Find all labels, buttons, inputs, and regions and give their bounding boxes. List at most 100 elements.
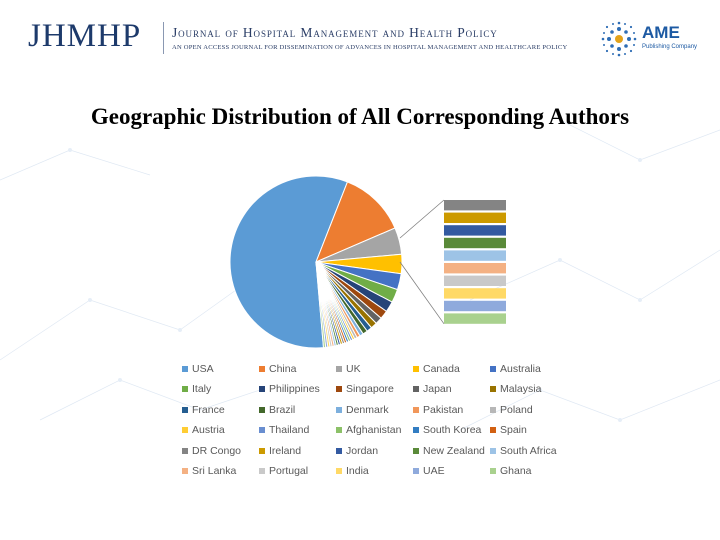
- bar-of-pie-segment: [444, 200, 506, 211]
- legend-swatch: [490, 366, 496, 372]
- bar-of-pie-connectors: [399, 199, 445, 325]
- legend-label: Ghana: [500, 465, 532, 477]
- legend-item: Ireland: [259, 444, 301, 458]
- legend-item: USA: [182, 362, 214, 376]
- legend-swatch: [259, 366, 265, 372]
- legend-swatch: [413, 386, 419, 393]
- legend-swatch: [336, 447, 342, 454]
- chart-legend: USA China UK Canada Australia Italy Philippine…: [182, 362, 582, 482]
- legend-item: Canada: [413, 362, 460, 376]
- legend-swatch: [182, 468, 188, 474]
- legend-label: UK: [346, 363, 361, 375]
- legend-label: South Korea: [423, 424, 482, 437]
- pie-slice-usa: [229, 175, 349, 349]
- legend-item: Portugal: [259, 464, 308, 478]
- legend-item: Spain: [490, 423, 527, 437]
- connector-line: [399, 261, 445, 325]
- legend-swatch: [490, 468, 496, 474]
- legend-label: South Africa: [500, 444, 557, 457]
- legend-item: Australia: [490, 362, 541, 376]
- legend-item: Italy: [182, 382, 211, 396]
- bar-of-pie-segment: [444, 212, 506, 223]
- legend-label: Afghanistan: [346, 424, 402, 437]
- legend-label: USA: [192, 363, 214, 375]
- legend-label: Austria: [192, 424, 225, 437]
- chart-title: Geographic Distribution of All Correspon…: [90, 104, 630, 129]
- legend-swatch: [413, 468, 419, 474]
- legend-swatch: [259, 406, 265, 413]
- legend-item: UAE: [413, 464, 445, 478]
- legend-label: Portugal: [269, 465, 309, 477]
- legend-label: Poland: [500, 403, 533, 416]
- legend-swatch: [259, 386, 265, 393]
- legend-label: UAE: [423, 465, 445, 477]
- pie-slices: [229, 175, 403, 349]
- legend-swatch: [259, 447, 265, 454]
- legend-item: South Korea: [413, 423, 481, 437]
- legend-label: France: [192, 403, 225, 416]
- ame-globe-icon: [601, 21, 637, 57]
- bar-of-pie-segment: [444, 288, 506, 299]
- legend-label: Spain: [500, 424, 527, 437]
- legend-label: New Zealand: [423, 444, 485, 457]
- legend-swatch: [413, 406, 419, 413]
- legend-item: Sri Lanka: [182, 464, 236, 478]
- legend-swatch: [413, 366, 419, 372]
- legend-item: Singapore: [336, 382, 394, 396]
- legend-label: Ireland: [269, 444, 302, 457]
- legend-label: Jordan: [346, 444, 379, 457]
- pie-slice-ghana: [315, 261, 327, 349]
- legend-item: UK: [336, 362, 361, 376]
- connector-line: [399, 199, 445, 239]
- legend-swatch: [336, 386, 342, 393]
- legend-label: Thailand: [269, 424, 310, 437]
- logo-divider: [163, 22, 164, 54]
- bar-of-pie-segment: [444, 225, 506, 236]
- legend-label: Italy: [192, 383, 212, 396]
- legend-item: France: [182, 403, 225, 417]
- bar-of-pie-segment: [444, 263, 506, 274]
- header: JHMHP Journal of Hospital Management and…: [0, 0, 720, 70]
- legend-swatch: [336, 366, 342, 372]
- legend-swatch: [182, 406, 188, 413]
- legend-swatch: [490, 427, 496, 434]
- pie-slice-china: [315, 181, 396, 263]
- legend-item: Austria: [182, 423, 225, 437]
- bar-of-pie-segment: [444, 275, 506, 286]
- bar-of-pie-segment: [444, 250, 506, 261]
- legend-swatch: [490, 406, 496, 413]
- legend-label: Denmark: [346, 403, 389, 416]
- legend-item: Jordan: [336, 444, 378, 458]
- legend-swatch: [413, 427, 419, 434]
- legend-item: Malaysia: [490, 382, 541, 396]
- legend-label: Singapore: [346, 383, 394, 396]
- legend-item: China: [259, 362, 296, 376]
- legend-swatch: [259, 427, 265, 434]
- bar-of-pie-segment: [444, 313, 506, 324]
- legend-item: Brazil: [259, 403, 295, 417]
- legend-item: South Africa: [490, 444, 557, 458]
- journal-name: Journal of Hospital Management and Healt…: [172, 25, 498, 40]
- legend-label: Australia: [500, 363, 541, 375]
- legend-swatch: [336, 406, 342, 413]
- legend-label: Philippines: [269, 383, 320, 396]
- legend-swatch: [182, 366, 188, 372]
- publisher-logo-block: AME Publishing Company: [600, 18, 700, 58]
- legend-swatch: [182, 386, 188, 393]
- bar-of-pie-stack: [444, 200, 506, 324]
- legend-item: DR Congo: [182, 444, 241, 458]
- legend-swatch: [182, 427, 188, 434]
- legend-swatch: [490, 447, 496, 454]
- bar-of-pie-segment: [444, 237, 506, 249]
- legend-item: Denmark: [336, 403, 389, 417]
- legend-label: Brazil: [269, 403, 296, 416]
- legend-label: Canada: [423, 363, 460, 375]
- legend-label: China: [269, 363, 297, 375]
- legend-label: DR Congo: [192, 444, 242, 457]
- legend-label: Pakistan: [423, 403, 464, 416]
- legend-item: India: [336, 464, 369, 478]
- publisher-subtitle: Publishing Company: [642, 44, 698, 50]
- legend-swatch: [259, 468, 265, 474]
